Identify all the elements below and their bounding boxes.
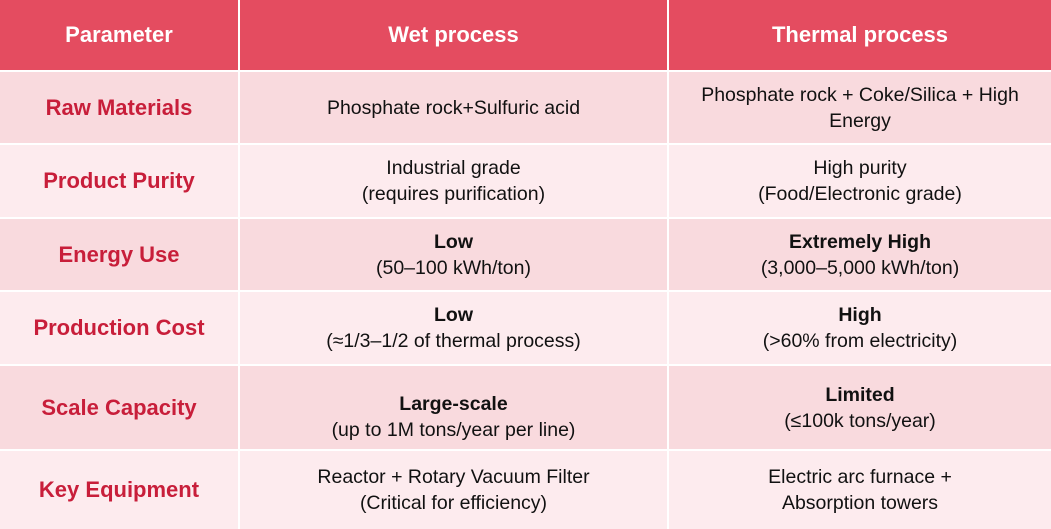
- thermal-value-line: High purity: [813, 157, 907, 179]
- wet-value-cell: Low (50–100 kWh/ton): [238, 217, 669, 292]
- wet-value-rating: Low: [434, 304, 473, 326]
- thermal-value-note: (Food/Electronic grade): [758, 183, 962, 205]
- parameter-cell: Raw Materials: [0, 71, 240, 145]
- table-row-scale-capacity: Scale Capacity Large-scale (up to 1M ton…: [0, 364, 1051, 451]
- thermal-value-cell: Phosphate rock + Coke/Silica + High Ener…: [667, 71, 1051, 145]
- wet-value-cell: Low (≈1/3–1/2 of thermal process): [238, 290, 669, 366]
- parameter-cell: Scale Capacity: [0, 364, 240, 451]
- wet-value-cell: Large-scale (up to 1M tons/year per line…: [238, 364, 669, 451]
- wet-value-cell: Phosphate rock+Sulfuric acid: [238, 71, 669, 145]
- thermal-value-cell: Limited (≤100k tons/year): [667, 364, 1051, 451]
- wet-value-line: Phosphate rock+Sulfuric acid: [326, 96, 581, 119]
- header-parameter: Parameter: [0, 0, 240, 72]
- thermal-value-line: Phosphate rock + Coke/Silica + High Ener…: [701, 83, 1019, 132]
- thermal-value-cell: High (>60% from electricity): [667, 290, 1051, 366]
- wet-value-line: Industrial grade: [386, 157, 521, 179]
- thermal-value-rating: High: [838, 304, 882, 326]
- parameter-cell: Key Equipment: [0, 449, 240, 529]
- thermal-value-rating: Extremely High: [789, 230, 931, 253]
- thermal-value-note: (3,000–5,000 kWh/ton): [760, 256, 960, 279]
- wet-value-note: (requires purification): [361, 183, 546, 205]
- wet-value-note: (≈1/3–1/2 of thermal process): [326, 330, 581, 352]
- table-row-key-equipment: Key Equipment Reactor + Rotary Vacuum Fi…: [0, 449, 1051, 529]
- wet-value-rating: Large-scale: [399, 393, 508, 415]
- thermal-value-cell: High purity (Food/Electronic grade): [667, 143, 1051, 219]
- header-row: Parameter Wet process Thermal process: [0, 0, 1051, 72]
- wet-value-note: (Critical for efficiency): [359, 492, 548, 514]
- thermal-value-note: (≤100k tons/year): [784, 409, 936, 432]
- wet-value-rating: Low: [434, 230, 473, 253]
- header-thermal-process: Thermal process: [667, 0, 1051, 72]
- wet-value-cell: Reactor + Rotary Vacuum Filter (Critical…: [238, 449, 669, 529]
- thermal-value-note: (>60% from electricity): [762, 330, 958, 352]
- wet-value-note: (up to 1M tons/year per line): [331, 419, 576, 441]
- thermal-value-cell: Extremely High (3,000–5,000 kWh/ton): [667, 217, 1051, 292]
- wet-value-note: (50–100 kWh/ton): [375, 256, 531, 279]
- thermal-value-rating: Limited: [825, 383, 895, 406]
- parameter-cell: Energy Use: [0, 217, 240, 292]
- parameter-cell: Product Purity: [0, 143, 240, 219]
- wet-value-line: Reactor + Rotary Vacuum Filter: [317, 466, 590, 488]
- table-row-production-cost: Production Cost Low (≈1/3–1/2 of thermal…: [0, 290, 1051, 366]
- header-wet-process: Wet process: [238, 0, 669, 72]
- thermal-value-line-2: Absorption towers: [781, 492, 939, 514]
- table-row-product-purity: Product Purity Industrial grade (require…: [0, 143, 1051, 219]
- thermal-value-cell: Electric arc furnace + Absorption towers: [667, 449, 1051, 529]
- wet-value-cell: Industrial grade (requires purification): [238, 143, 669, 219]
- thermal-value-line: Electric arc furnace +: [768, 466, 952, 488]
- table-row-raw-materials: Raw Materials Phosphate rock+Sulfuric ac…: [0, 71, 1051, 145]
- parameter-cell: Production Cost: [0, 290, 240, 366]
- table-row-energy-use: Energy Use Low (50–100 kWh/ton) Extremel…: [0, 217, 1051, 292]
